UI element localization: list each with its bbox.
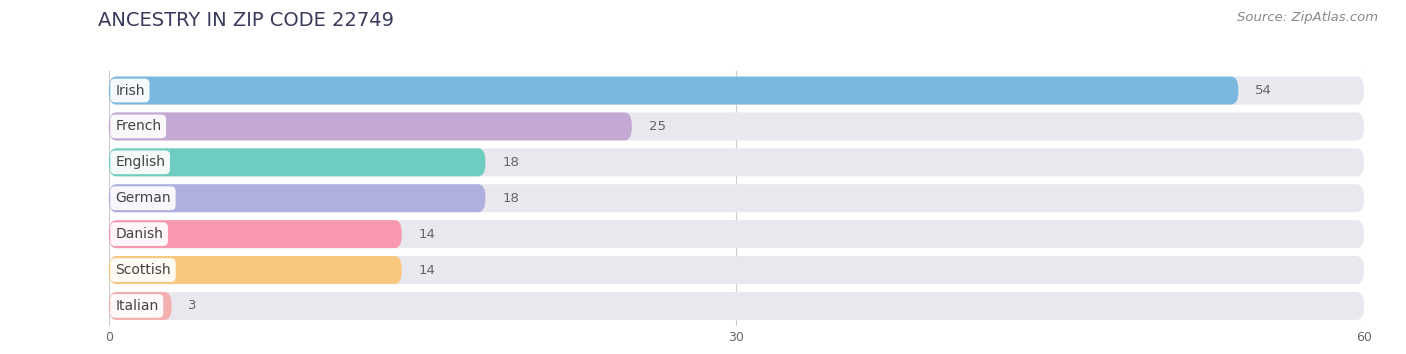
Text: Source: ZipAtlas.com: Source: ZipAtlas.com [1237,11,1378,24]
Text: 18: 18 [502,156,519,169]
FancyBboxPatch shape [108,148,1364,176]
FancyBboxPatch shape [108,220,1364,248]
FancyBboxPatch shape [108,113,1364,141]
FancyBboxPatch shape [108,76,1364,104]
Text: Irish: Irish [115,84,145,98]
Text: 14: 14 [419,228,436,241]
FancyBboxPatch shape [108,292,1364,320]
FancyBboxPatch shape [108,148,485,176]
FancyBboxPatch shape [108,220,402,248]
FancyBboxPatch shape [108,184,485,212]
Text: 25: 25 [648,120,665,133]
FancyBboxPatch shape [108,76,1239,104]
FancyBboxPatch shape [108,256,1364,284]
Text: Italian: Italian [115,299,159,313]
FancyBboxPatch shape [108,113,631,141]
Text: English: English [115,155,165,169]
Text: French: French [115,119,162,133]
Text: 18: 18 [502,192,519,205]
Text: Danish: Danish [115,227,163,241]
Text: German: German [115,191,170,205]
Text: 3: 3 [188,299,197,313]
Text: Scottish: Scottish [115,263,170,277]
FancyBboxPatch shape [108,292,172,320]
FancyBboxPatch shape [108,184,1364,212]
Text: 54: 54 [1256,84,1272,97]
Text: ANCESTRY IN ZIP CODE 22749: ANCESTRY IN ZIP CODE 22749 [98,11,395,30]
Text: 14: 14 [419,263,436,276]
FancyBboxPatch shape [108,256,402,284]
